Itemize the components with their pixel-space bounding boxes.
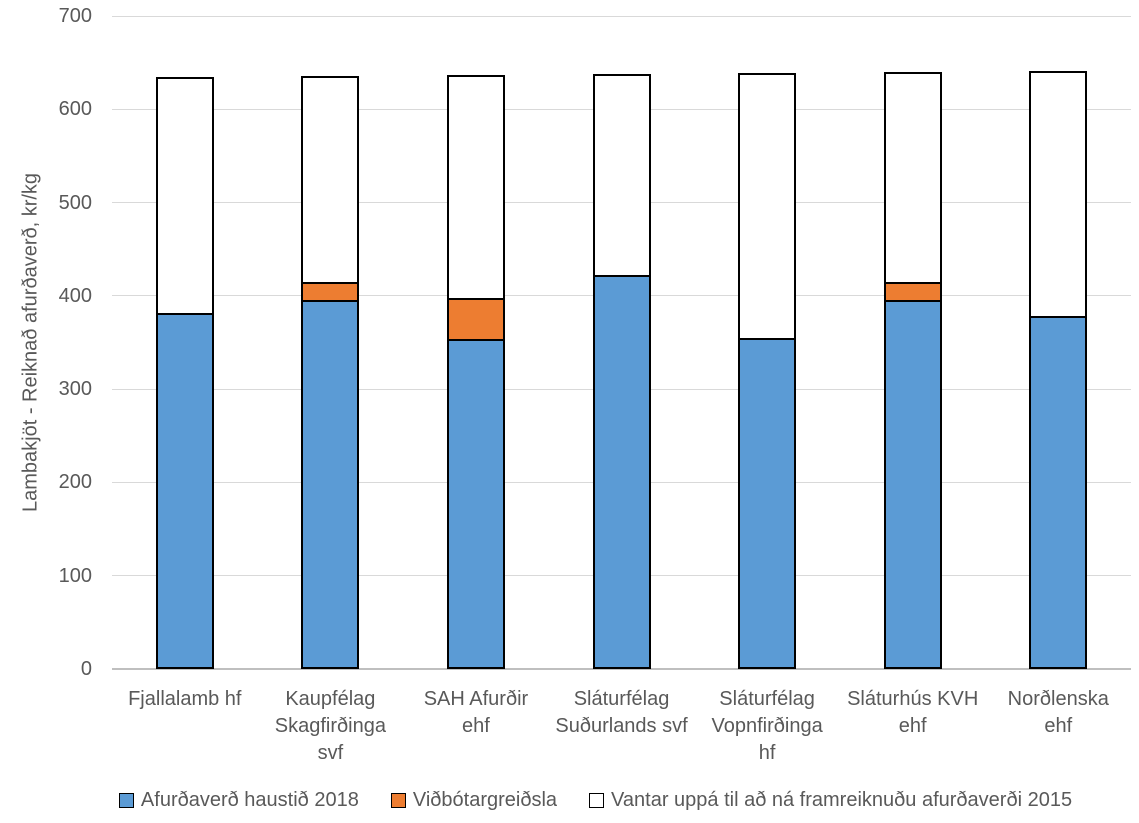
x-label-5: Sláturfélag Vopnfirðinga hf (694, 686, 840, 767)
x-label-line: ehf (462, 715, 490, 737)
bar-stack (883, 71, 942, 669)
bar-stack (301, 75, 360, 669)
legend-label: Viðbótargreiðsla (412, 789, 558, 811)
y-tick-label: 400 (58, 284, 92, 307)
legend: Afurðaverð haustið 2018 Viðbótargreiðsla V… (26, 789, 1139, 812)
x-label-line: Sláturhús KVH (847, 688, 979, 710)
legend-label: Afurðaverð haustið 2018 (140, 789, 359, 811)
bar-segment-series-0 (1029, 318, 1088, 669)
x-label-4: Sláturfélag Suðurlands svf (549, 686, 695, 767)
bar-segment-series-0 (738, 339, 797, 669)
legend-swatch-icon (589, 793, 605, 808)
bar-3 (403, 16, 549, 669)
x-label-2: Kaupfélag Skagfirðinga svf (258, 686, 404, 767)
x-label-line: hf (758, 742, 776, 764)
bar-segment-series-1 (446, 299, 505, 341)
bar-segment-series-0 (155, 314, 214, 669)
y-tick-label: 300 (58, 378, 92, 401)
bar-6 (840, 16, 986, 669)
bar-segment-series-2 (592, 73, 651, 278)
x-label-line: ehf (898, 715, 927, 737)
bar-4 (549, 16, 695, 669)
bar-segment-series-0 (592, 277, 651, 669)
gridline-700 (112, 15, 1131, 17)
x-label-3: SAH Afurðir ehf (403, 686, 549, 767)
bar-segment-series-2 (301, 75, 360, 284)
y-tick-label: 600 (58, 98, 92, 121)
bar-2 (258, 16, 404, 669)
bar-segment-series-2 (155, 76, 214, 315)
x-label-line: Sláturfélag (719, 688, 815, 710)
bar-segment-series-1 (883, 283, 942, 303)
x-axis-line (112, 668, 1131, 670)
x-label-7: Norðlenska ehf (985, 686, 1131, 767)
x-axis-category-labels: Fjallalamb hf Kaupfélag Skagfirðinga svf SAH… (112, 686, 1131, 767)
x-label-1: Fjallalamb hf (112, 686, 258, 767)
bar-5 (694, 16, 840, 669)
bar-segment-series-2 (738, 72, 797, 340)
x-label-line: svf (317, 742, 344, 764)
y-tick-label: 0 (80, 658, 92, 680)
bar-7 (985, 16, 1131, 669)
bar-stack (738, 72, 797, 669)
bar-stack (155, 76, 214, 669)
x-label-line: Norðlenska (1007, 688, 1109, 710)
y-tick-label: 700 (58, 5, 92, 27)
y-tick-label: 100 (58, 564, 92, 587)
bar-segment-series-0 (446, 340, 505, 669)
bar-segment-series-2 (1029, 71, 1088, 319)
legend-item-2: Viðbótargreiðsla (390, 789, 558, 812)
x-label-line: SAH Afurðir (423, 688, 529, 710)
x-label-line: Sláturfélag (573, 688, 670, 710)
legend-label: Vantar uppá til að ná framreiknuðu afurð… (611, 789, 1073, 811)
y-tick-label: 200 (58, 471, 92, 494)
legend-swatch-icon (118, 793, 134, 808)
bar-1 (112, 16, 258, 669)
x-label-line: Skagfirðinga (274, 715, 386, 737)
bar-stack (446, 74, 505, 669)
bar-segment-series-2 (883, 71, 942, 284)
x-label-line: Suðurlands svf (555, 715, 688, 737)
bar-segment-series-0 (301, 302, 360, 669)
x-label-line: Fjallalamb hf (128, 688, 242, 710)
x-label-line: Kaupfélag (285, 688, 376, 710)
x-label-line: Vopnfirðinga (711, 715, 823, 737)
bars-container (112, 16, 1131, 669)
legend-item-3: Vantar uppá til að ná framreiknuðu afurð… (589, 789, 1072, 812)
x-label-line: ehf (1044, 715, 1073, 737)
bar-segment-series-1 (301, 283, 360, 303)
legend-item-1: Afurðaverð haustið 2018 (118, 789, 359, 812)
y-tick-label: 500 (58, 191, 92, 214)
bar-stack (1029, 71, 1088, 669)
legend-swatch-icon (390, 793, 406, 808)
y-axis-tick-labels: 0 100 200 300 400 500 600 700 (0, 5, 92, 680)
x-label-6: Sláturhús KVH ehf (840, 686, 986, 767)
bar-stack (592, 73, 651, 669)
plot-area (112, 15, 1131, 670)
bar-segment-series-2 (446, 74, 505, 300)
bar-segment-series-0 (883, 302, 942, 669)
